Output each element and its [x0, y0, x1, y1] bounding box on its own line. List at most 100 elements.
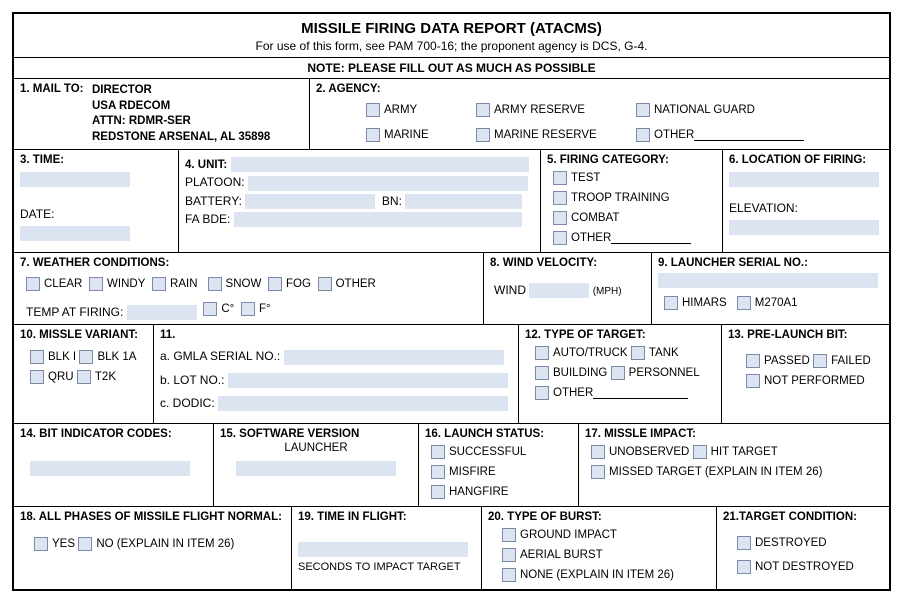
cell-missile-variant: 10. MISSLE VARIANT: BLK I BLK 1A QRU T2K — [14, 325, 154, 423]
fld-bit-codes[interactable] — [30, 461, 190, 476]
chk-qru[interactable] — [30, 370, 44, 384]
fld-date[interactable] — [20, 226, 130, 241]
chk-fog[interactable] — [268, 277, 282, 291]
fld-elev[interactable] — [729, 220, 879, 235]
fld-gmla[interactable] — [284, 350, 504, 365]
chk-missed[interactable] — [591, 465, 605, 479]
opt-test: TEST — [571, 172, 600, 184]
chk-personnel[interactable] — [611, 366, 625, 380]
chk-passed[interactable] — [746, 354, 760, 368]
chk-rain[interactable] — [152, 277, 166, 291]
row-10-13: 10. MISSLE VARIANT: BLK I BLK 1A QRU T2K… — [14, 325, 889, 424]
opt-army-reserve: ARMY RESERVE — [494, 104, 585, 116]
chk-notperf[interactable] — [746, 374, 760, 388]
chk-snow[interactable] — [208, 277, 222, 291]
chk-not-destroyed[interactable] — [737, 560, 751, 574]
opt-successful: SUCCESSFUL — [449, 446, 526, 458]
title-block: MISSILE FIRING DATA REPORT (ATACMS) For … — [14, 14, 889, 58]
label-mph: (MPH) — [593, 286, 622, 297]
opt-building: BUILDING — [553, 367, 607, 379]
mail-address: DIRECTOR USA RDECOM ATTN: RDMR-SER REDST… — [92, 83, 270, 145]
chk-t2k[interactable] — [77, 370, 91, 384]
chk-other-weather[interactable] — [318, 277, 332, 291]
chk-blk1a[interactable] — [79, 350, 93, 364]
row-3-6: 3. TIME: DATE: 4. UNIT: PLATOON: BATTERY… — [14, 150, 889, 253]
addr-line-1: DIRECTOR — [92, 83, 270, 99]
chk-ground[interactable] — [502, 528, 516, 542]
chk-m270a1[interactable] — [737, 296, 751, 310]
fld-wind[interactable] — [529, 283, 589, 298]
label-date: DATE: — [20, 207, 54, 221]
chk-none[interactable] — [502, 568, 516, 582]
chk-combat[interactable] — [553, 211, 567, 225]
chk-windy[interactable] — [89, 277, 103, 291]
label-platoon: PLATOON: — [185, 175, 245, 189]
fld-platoon[interactable] — [248, 176, 528, 191]
chk-tank[interactable] — [631, 346, 645, 360]
label-weather: 7. WEATHER CONDITIONS: — [20, 257, 477, 269]
fld-battery[interactable] — [245, 194, 375, 209]
chk-marine-reserve[interactable] — [476, 128, 490, 142]
chk-misfire[interactable] — [431, 465, 445, 479]
label-burst-type: 20. TYPE OF BURST: — [488, 511, 710, 523]
chk-clear[interactable] — [26, 277, 40, 291]
chk-marine[interactable] — [366, 128, 380, 142]
chk-building[interactable] — [535, 366, 549, 380]
chk-hangfire[interactable] — [431, 485, 445, 499]
fld-dodic[interactable] — [218, 396, 508, 411]
label-elev: ELEVATION: — [729, 201, 798, 215]
label-prelaunch: 13. PRE-LAUNCH BIT: — [728, 329, 883, 341]
uline-other-cat[interactable] — [611, 232, 691, 244]
note-row: NOTE: PLEASE FILL OUT AS MUCH AS POSSIBL… — [14, 58, 889, 79]
opt-hangfire: HANGFIRE — [449, 486, 508, 498]
chk-test[interactable] — [553, 171, 567, 185]
opt-auto: AUTO/TRUCK — [553, 347, 628, 359]
chk-national-guard[interactable] — [636, 103, 650, 117]
chk-unobserved[interactable] — [591, 445, 605, 459]
chk-troop[interactable] — [553, 191, 567, 205]
chk-army[interactable] — [366, 103, 380, 117]
uline-other-agency[interactable] — [694, 129, 804, 141]
fld-lot[interactable] — [228, 373, 508, 388]
cell-firing-category: 5. FIRING CATEGORY: TEST TROOP TRAINING … — [541, 150, 723, 252]
fld-temp[interactable] — [127, 305, 197, 320]
chk-blk1[interactable] — [30, 350, 44, 364]
fld-time-flight[interactable] — [298, 542, 468, 557]
chk-army-reserve[interactable] — [476, 103, 490, 117]
uline-other-target[interactable] — [593, 387, 688, 399]
chk-yes[interactable] — [34, 537, 48, 551]
fld-unit[interactable] — [231, 157, 529, 172]
chk-other-target[interactable] — [535, 386, 549, 400]
row-18-21: 18. ALL PHASES OF MISSILE FLIGHT NORMAL:… — [14, 507, 889, 589]
opt-other-target: OTHER — [553, 387, 593, 399]
label-seconds: SECONDS TO IMPACT TARGET — [298, 561, 475, 573]
opt-clear: CLEAR — [44, 278, 82, 290]
chk-himars[interactable] — [664, 296, 678, 310]
chk-other-agency[interactable] — [636, 128, 650, 142]
chk-other-cat[interactable] — [553, 231, 567, 245]
row-1-2: 1. MAIL TO: DIRECTOR USA RDECOM ATTN: RD… — [14, 79, 889, 150]
cell-sw-version: 15. SOFTWARE VERSION LAUNCHER — [214, 424, 419, 506]
chk-celsius[interactable] — [203, 302, 217, 316]
fld-fabde[interactable] — [234, 212, 522, 227]
opt-marine-reserve: MARINE RESERVE — [494, 129, 597, 141]
fld-sw-version[interactable] — [236, 461, 396, 476]
chk-failed[interactable] — [813, 354, 827, 368]
addr-line-2: USA RDECOM — [92, 99, 270, 115]
chk-no[interactable] — [78, 537, 92, 551]
chk-hit[interactable] — [693, 445, 707, 459]
chk-destroyed[interactable] — [737, 536, 751, 550]
chk-auto[interactable] — [535, 346, 549, 360]
opt-yes: YES — [52, 538, 75, 550]
fld-launcher-serial[interactable] — [658, 273, 878, 288]
fld-bn[interactable] — [405, 194, 522, 209]
opt-no: NO (EXPLAIN IN ITEM 26) — [96, 538, 234, 550]
cell-target-type: 12. TYPE OF TARGET: AUTO/TRUCK TANK BUIL… — [519, 325, 722, 423]
chk-aerial[interactable] — [502, 548, 516, 562]
fld-location[interactable] — [729, 172, 879, 187]
chk-fahrenheit[interactable] — [241, 302, 255, 316]
label-sw-version: 15. SOFTWARE VERSION — [220, 428, 412, 440]
chk-successful[interactable] — [431, 445, 445, 459]
fld-time[interactable] — [20, 172, 130, 187]
cell-bit-codes: 14. BIT INDICATOR CODES: — [14, 424, 214, 506]
